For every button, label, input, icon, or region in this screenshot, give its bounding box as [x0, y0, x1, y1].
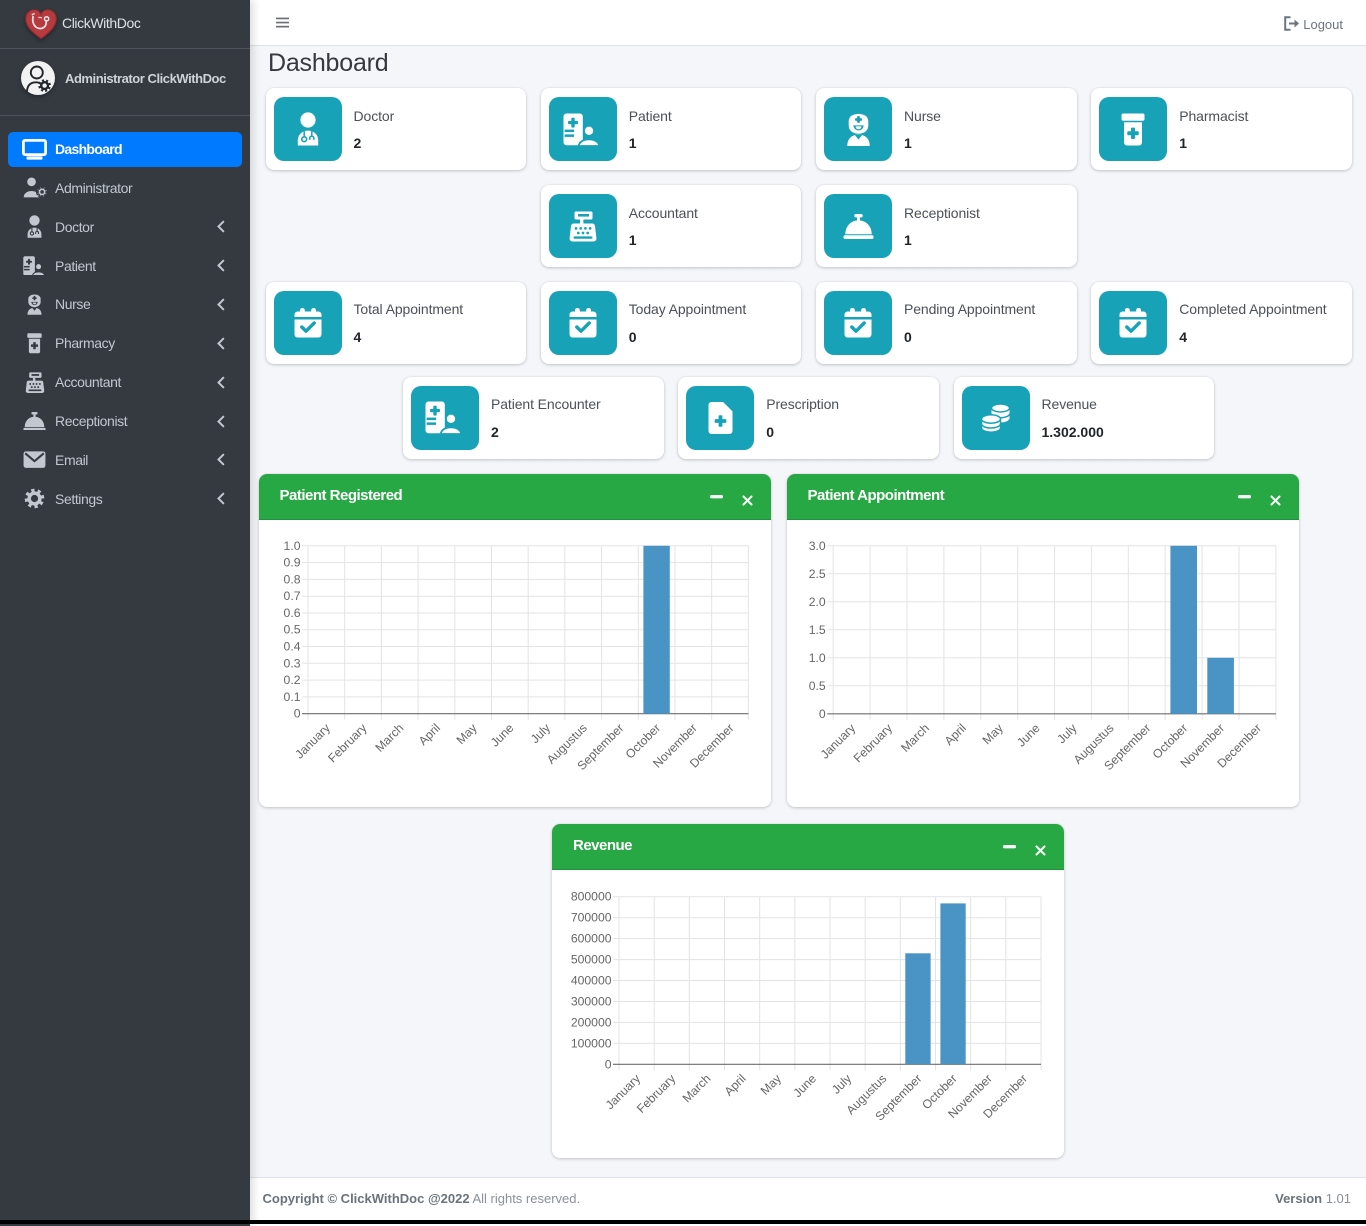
svg-text:1.5: 1.5	[808, 622, 825, 636]
svg-text:0.1: 0.1	[283, 689, 300, 703]
svg-text:2.0: 2.0	[808, 594, 825, 608]
svg-text:300000: 300000	[571, 995, 612, 1009]
svg-text:0: 0	[818, 706, 825, 720]
svg-text:July: July	[829, 1071, 855, 1097]
svg-text:May: May	[758, 1071, 785, 1098]
svg-text:100000: 100000	[571, 1036, 612, 1050]
svg-text:0.9: 0.9	[283, 555, 300, 569]
svg-text:700000: 700000	[571, 911, 612, 925]
svg-text:0: 0	[293, 706, 300, 720]
svg-text:3.0: 3.0	[808, 538, 825, 552]
svg-text:2.5: 2.5	[808, 566, 825, 580]
svg-text:July: July	[527, 720, 553, 746]
svg-text:April: April	[722, 1072, 749, 1099]
svg-text:0.7: 0.7	[283, 589, 300, 603]
svg-text:1.0: 1.0	[283, 538, 300, 552]
svg-text:500000: 500000	[571, 953, 612, 967]
svg-text:April: April	[941, 721, 968, 748]
svg-text:April: April	[415, 720, 442, 747]
svg-text:March: March	[680, 1072, 714, 1106]
svg-text:July: July	[1054, 720, 1080, 746]
svg-text:0: 0	[605, 1057, 612, 1071]
svg-text:600000: 600000	[571, 932, 612, 946]
svg-text:0.2: 0.2	[283, 673, 300, 687]
svg-text:800000: 800000	[571, 890, 612, 904]
svg-text:February: February	[634, 1071, 679, 1116]
svg-text:March: March	[898, 721, 932, 755]
svg-text:0.3: 0.3	[283, 656, 300, 670]
svg-text:February: February	[850, 720, 895, 765]
svg-text:200000: 200000	[571, 1015, 612, 1029]
svg-text:0.5: 0.5	[283, 622, 300, 636]
svg-text:0.5: 0.5	[808, 678, 825, 692]
svg-text:February: February	[325, 720, 370, 765]
svg-text:March: March	[372, 720, 406, 754]
svg-text:June: June	[487, 720, 516, 749]
svg-text:0.4: 0.4	[283, 639, 300, 653]
svg-text:400000: 400000	[571, 974, 612, 988]
svg-text:1.0: 1.0	[808, 650, 825, 664]
svg-text:May: May	[979, 720, 1006, 747]
svg-text:0.8: 0.8	[283, 572, 300, 586]
svg-text:June: June	[1014, 720, 1043, 749]
svg-text:0.6: 0.6	[283, 606, 300, 620]
svg-text:May: May	[453, 720, 480, 747]
svg-text:June: June	[790, 1071, 819, 1100]
